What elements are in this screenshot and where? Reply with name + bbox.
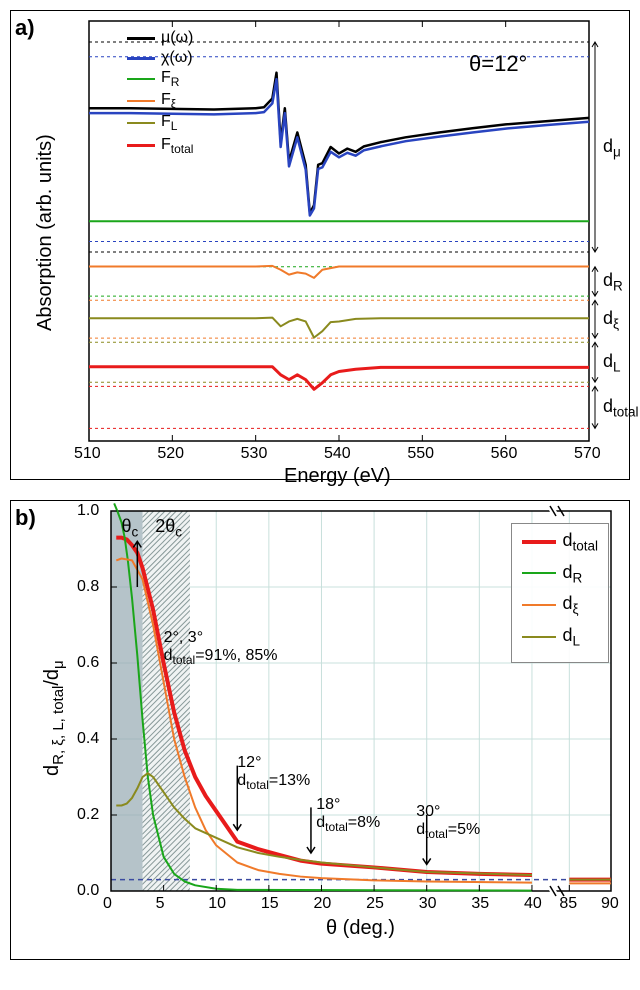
x-tick: 540 <box>324 445 351 463</box>
series-FL <box>89 318 589 338</box>
legend-a: μ(ω)χ(ω)FRFξFLFtotal <box>127 29 193 158</box>
x-tick: 510 <box>74 445 101 463</box>
panel-a: a)510520530540550560570Energy (eV)Absorp… <box>10 10 630 480</box>
x-axis-label: θ (deg.) <box>326 917 395 940</box>
series-Fxi <box>89 266 589 278</box>
x-tick: 570 <box>574 445 601 463</box>
panel-b: b)θc2θc051015202530354085900.00.20.40.60… <box>10 500 630 960</box>
theta-annotation: θ=12° <box>469 51 527 77</box>
legend-b: dtotaldRdξdL <box>511 523 609 663</box>
annotation: 30°dtotal=5% <box>416 803 480 841</box>
annotation: 2°, 3°dtotal=91%, 85% <box>164 629 278 667</box>
side-label: dL <box>603 351 621 375</box>
x-tick: 560 <box>491 445 518 463</box>
y-axis-label: Absorption (arb. units) <box>34 134 57 331</box>
x-tick: 520 <box>157 445 184 463</box>
annotation: 18°dtotal=8% <box>316 796 380 834</box>
side-label: dμ <box>603 136 621 160</box>
y-axis-label: dR, ξ, L, total/dμ <box>41 660 67 776</box>
side-label: dR <box>603 270 623 294</box>
x-tick: 550 <box>407 445 434 463</box>
annotation: 12°dtotal=13% <box>237 754 310 792</box>
side-label: dξ <box>603 308 619 332</box>
side-label: dtotal <box>603 396 639 420</box>
x-axis-label: Energy (eV) <box>284 465 391 488</box>
x-tick: 530 <box>241 445 268 463</box>
